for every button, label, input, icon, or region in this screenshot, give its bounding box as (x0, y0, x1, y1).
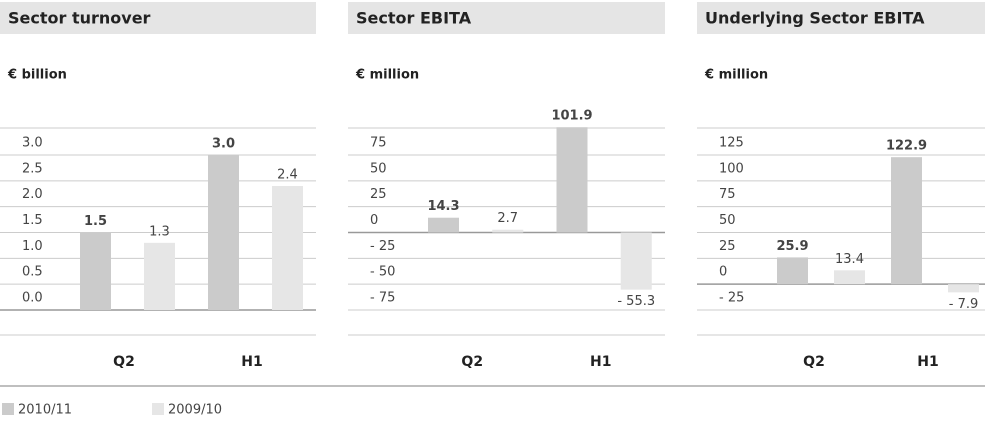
panel-title: Sector EBITA (356, 9, 472, 28)
value-label: 1.3 (149, 224, 170, 239)
y-tick-label: 25 (719, 239, 736, 254)
panel-header (348, 2, 665, 34)
legend-label: 2009/10 (168, 403, 222, 418)
x-tick-label: Q2 (461, 354, 483, 370)
bar (891, 157, 922, 285)
panel-subtitle: € million (704, 68, 768, 83)
panel-subtitle: € billion (7, 68, 67, 83)
value-label: 122.9 (886, 139, 927, 154)
y-tick-label: 25 (370, 187, 387, 202)
bar (777, 257, 808, 285)
x-tick-label: H1 (917, 354, 938, 370)
value-label: 2.7 (497, 211, 518, 226)
x-tick-label: H1 (241, 354, 262, 370)
y-tick-label: - 50 (370, 265, 395, 280)
y-tick-label: 0.5 (22, 265, 43, 280)
y-tick-label: 0 (370, 213, 378, 228)
x-tick-label: Q2 (803, 354, 825, 370)
legend-swatch (2, 403, 14, 415)
y-tick-label: 2.5 (22, 161, 43, 176)
bar (80, 232, 111, 310)
value-label: 2.4 (277, 168, 298, 183)
value-label: 1.5 (84, 214, 107, 229)
bar (492, 229, 524, 233)
value-label: 13.4 (835, 252, 864, 267)
value-label: 101.9 (551, 109, 592, 124)
bar (834, 270, 865, 285)
y-tick-label: 2.0 (22, 187, 43, 202)
panel-title: Sector turnover (8, 9, 151, 28)
value-label: 14.3 (427, 199, 459, 214)
x-tick-label: H1 (590, 354, 611, 370)
x-tick-label: Q2 (113, 354, 135, 370)
y-tick-label: 0.0 (22, 291, 43, 306)
bar (144, 242, 175, 310)
y-tick-label: 3.0 (22, 136, 43, 151)
y-tick-label: 50 (370, 161, 387, 176)
y-tick-label: - 75 (370, 291, 395, 306)
panel-header (0, 2, 316, 34)
y-tick-label: 50 (719, 213, 736, 228)
y-tick-label: 100 (719, 161, 744, 176)
y-tick-label: - 25 (719, 291, 744, 306)
panel-subtitle: € million (355, 68, 419, 83)
y-tick-label: - 25 (370, 239, 395, 254)
panel-title: Underlying Sector EBITA (705, 9, 925, 28)
value-label: 3.0 (212, 137, 235, 152)
y-tick-label: 75 (370, 136, 387, 151)
y-tick-label: 125 (719, 136, 744, 151)
legend-label: 2010/11 (18, 403, 72, 418)
legend-swatch (152, 403, 164, 415)
bar (620, 232, 652, 290)
panel-header (697, 2, 985, 34)
bar (556, 127, 588, 233)
bar (428, 217, 459, 233)
value-label: 25.9 (776, 239, 808, 254)
value-label: - 7.9 (949, 297, 979, 312)
value-label: - 55.3 (617, 294, 655, 309)
bar (948, 284, 979, 293)
y-tick-label: 75 (719, 187, 736, 202)
y-tick-label: 1.0 (22, 239, 43, 254)
bar (208, 155, 239, 310)
bar (272, 186, 303, 310)
y-tick-label: 1.5 (22, 213, 43, 228)
y-tick-label: 0 (719, 265, 727, 280)
